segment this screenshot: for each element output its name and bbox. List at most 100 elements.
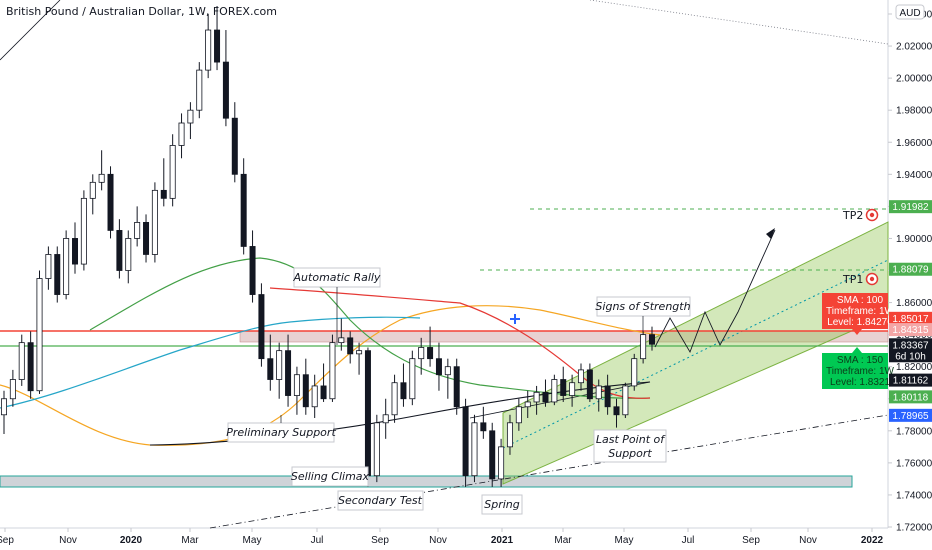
candle-body — [391, 382, 398, 416]
candle — [347, 331, 354, 364]
candle — [160, 158, 167, 207]
x-tick-label: Sep — [0, 535, 14, 546]
svg-text:Preliminary Support: Preliminary Support — [226, 426, 336, 439]
price-tag-label: 1.85017 — [892, 314, 929, 325]
candle-body — [205, 29, 212, 71]
candle — [302, 358, 309, 415]
svg-text:TP1: TP1 — [842, 273, 863, 286]
price-tag-label: 1.83367 — [892, 340, 929, 351]
candle-body — [276, 350, 283, 380]
price-tag[interactable]: 1.81162 — [889, 373, 932, 387]
x-tick-label: Nov — [59, 535, 77, 546]
annotation-automatic-rally[interactable]: Automatic Rally — [293, 267, 381, 345]
candle-body — [613, 406, 620, 416]
y-tick-label: 1.82000 — [896, 362, 932, 373]
candle — [169, 134, 176, 207]
sma100-info-box[interactable]: SMA : 100 Timeframe: 1W Level: 1.84276 — [822, 293, 895, 335]
candle-body — [506, 422, 513, 448]
svg-text:Spring: Spring — [484, 498, 520, 511]
candle — [311, 374, 318, 418]
candle — [45, 246, 52, 290]
candle-body — [577, 369, 584, 384]
price-tag-label: 1.78965 — [892, 411, 929, 422]
candle-body — [18, 342, 25, 380]
candle — [267, 334, 274, 391]
candle-body — [125, 238, 132, 271]
candle-body — [498, 446, 505, 480]
candle-body — [240, 173, 247, 247]
candle-body — [640, 334, 647, 360]
candle — [649, 326, 656, 351]
candle-body — [347, 337, 354, 355]
price-tag[interactable]: 1.88079 — [889, 262, 932, 276]
candle-body — [427, 347, 434, 360]
candle-body — [196, 69, 203, 111]
candle — [285, 334, 292, 407]
svg-text:SMA : 100: SMA : 100 — [837, 295, 884, 306]
y-tick-label: 1.74000 — [896, 490, 932, 501]
price-tag[interactable]: 1.91982 — [889, 200, 932, 214]
x-tick-label: Mar — [554, 535, 572, 546]
candle-body — [409, 358, 416, 400]
candle-body — [586, 369, 593, 400]
candle — [613, 398, 620, 428]
candle — [196, 62, 203, 119]
candle — [0, 390, 7, 435]
tp2-marker[interactable]: TP2 — [842, 208, 879, 222]
currency-badge[interactable]: AUD — [895, 4, 925, 20]
candle-body — [98, 173, 105, 183]
price-tag[interactable]: 1.85017 — [889, 311, 932, 325]
price-tag-bg — [889, 338, 932, 363]
sma150-info-box[interactable]: SMA : 150 Timeframe: 1W Level: 1.8321 — [822, 347, 895, 389]
annotation-selling-climax[interactable]: Selling Climax — [291, 466, 370, 487]
svg-text:Support: Support — [608, 447, 652, 460]
candle-body — [54, 254, 61, 295]
candle-body — [72, 238, 79, 265]
annotation-signs-of-strength[interactable]: Signs of Strength — [595, 296, 691, 332]
svg-text:SMA : 150: SMA : 150 — [837, 355, 884, 366]
annotation-last-point-of-support[interactable]: Last Point of Support — [593, 429, 667, 463]
price-tag-bg — [889, 200, 932, 214]
candle — [427, 326, 434, 367]
candle — [373, 414, 380, 483]
annotation-secondary-test[interactable]: Secondary Test — [337, 490, 424, 511]
support-zone-box — [0, 475, 853, 488]
x-tick-label: 2020 — [120, 535, 143, 546]
candle-body — [560, 379, 567, 396]
y-tick-label: 1.98000 — [896, 106, 932, 117]
candle-body — [9, 379, 16, 400]
annotation-preliminary-support[interactable]: Preliminary Support — [226, 415, 336, 443]
svg-text:Timeframe: 1W: Timeframe: 1W — [826, 366, 895, 377]
candle — [134, 206, 141, 247]
candle-body — [285, 350, 292, 396]
candle-body — [134, 222, 141, 239]
candle — [116, 219, 123, 279]
candle-body — [604, 385, 611, 408]
price-tag[interactable]: 1.84315 — [889, 323, 932, 337]
annotation-spring[interactable]: Spring — [481, 494, 523, 515]
price-tag[interactable]: 1.78965 — [889, 408, 932, 422]
svg-text:Secondary Test: Secondary Test — [338, 494, 423, 507]
forecast-arrowhead — [766, 228, 775, 239]
y-tick-label: 1.72000 — [896, 523, 932, 534]
candle-body — [400, 382, 407, 400]
price-tag-label: 1.88079 — [892, 265, 929, 276]
y-tick-label: 1.90000 — [896, 234, 932, 245]
price-tag[interactable]: 1.80118 — [889, 390, 932, 404]
x-tick-label: May — [243, 535, 262, 546]
svg-text:AUD: AUD — [899, 8, 920, 19]
candle-body — [249, 246, 256, 295]
candle-body — [89, 181, 96, 199]
price-tag-countdown: 6d 10h — [895, 351, 926, 362]
candle — [125, 230, 132, 284]
candle-body — [311, 385, 318, 408]
trendline-dotted-top — [589, 0, 889, 45]
candle — [471, 414, 478, 483]
candle-body — [338, 337, 345, 344]
price-tag-label: 1.80118 — [893, 392, 929, 403]
tp1-marker[interactable]: TP1 — [842, 272, 879, 286]
channel-midline — [502, 259, 889, 449]
candle-body — [631, 358, 638, 387]
